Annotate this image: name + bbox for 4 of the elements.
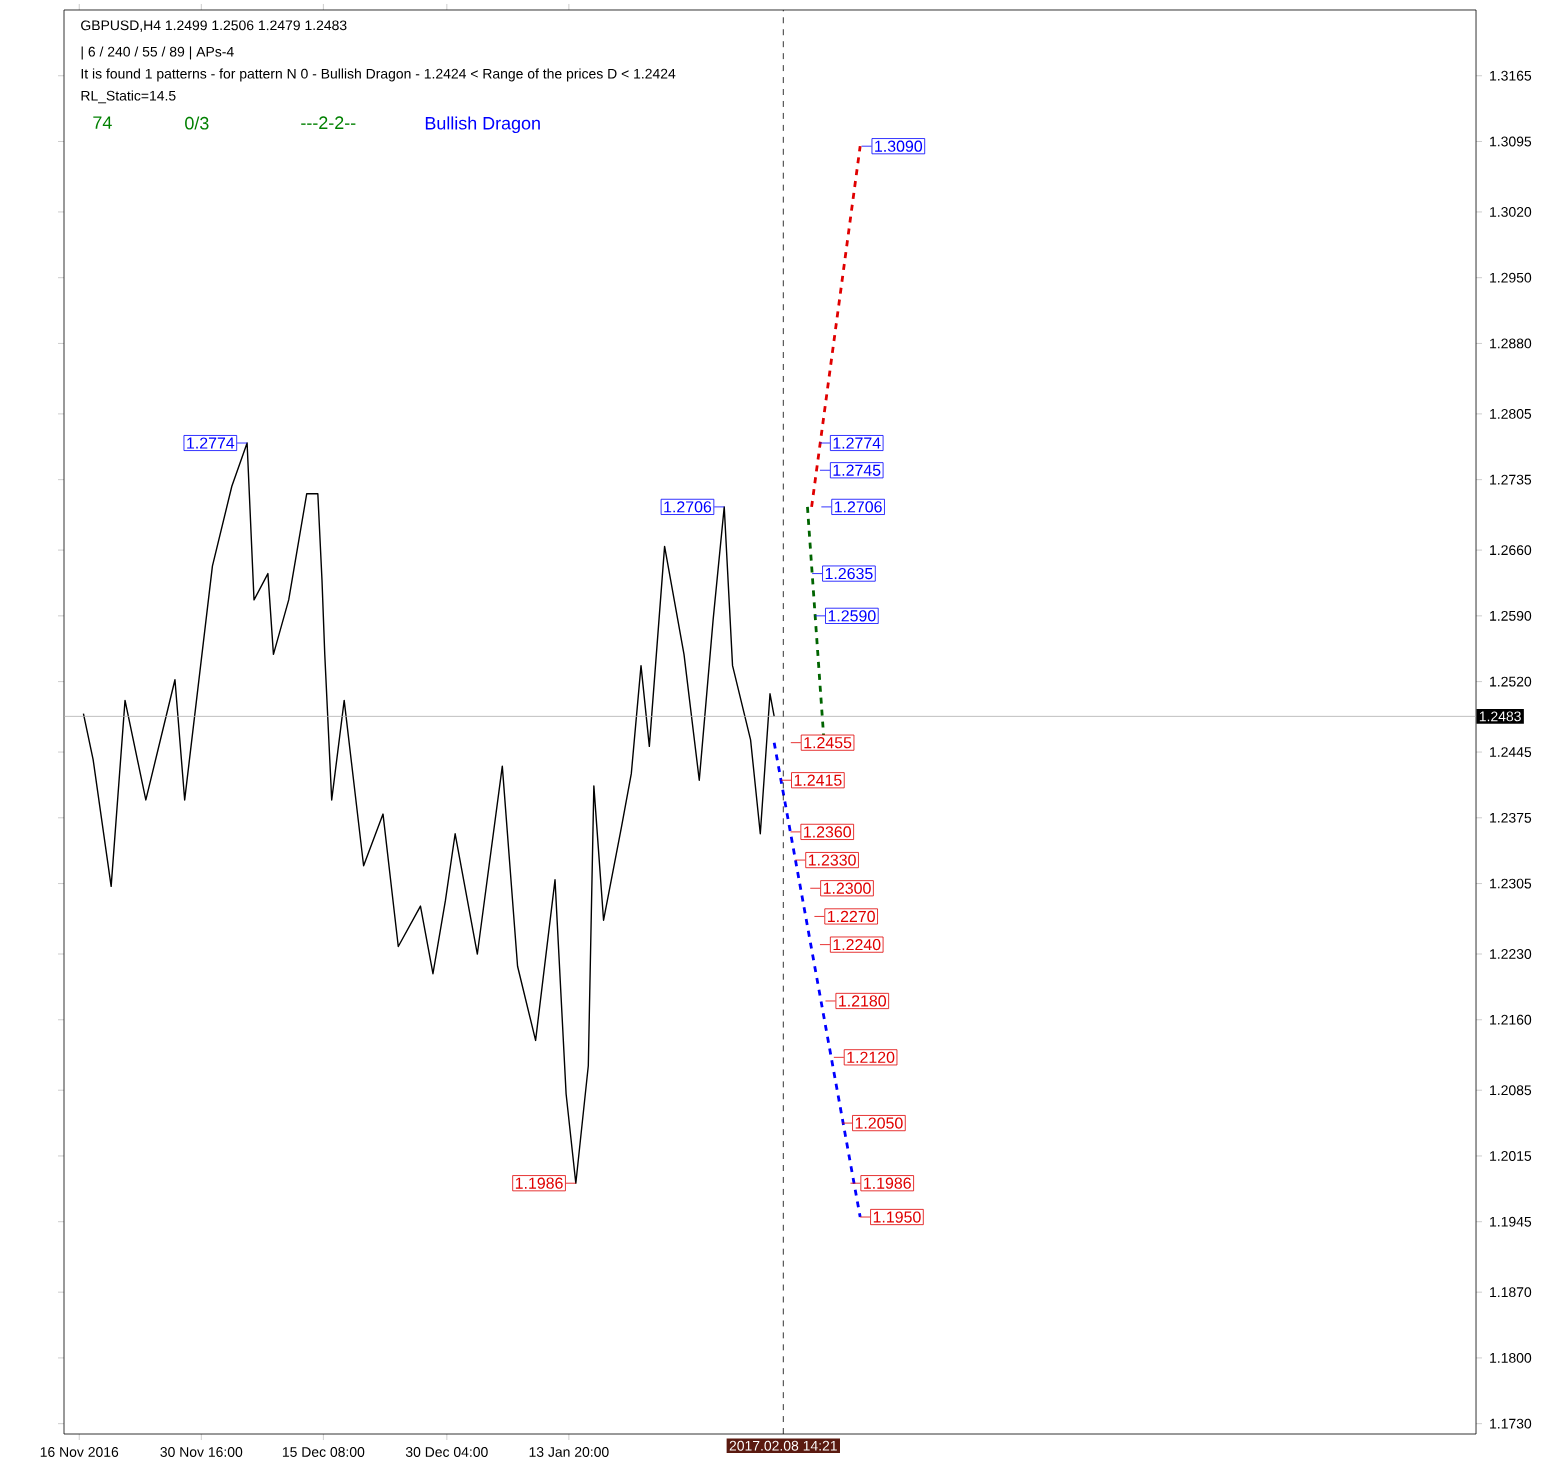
annotation: Bullish Dragon <box>425 116 540 134</box>
annotation: ---2-2-- <box>301 116 356 129</box>
annotation: 0/3 <box>185 116 209 130</box>
annotation: 74 <box>93 116 112 129</box>
